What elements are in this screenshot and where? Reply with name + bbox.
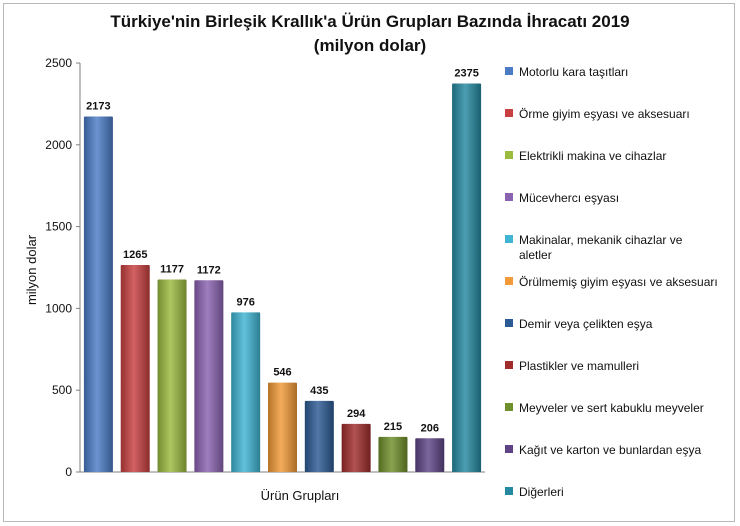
bar-value-label: 2173 [86,100,110,112]
bar [341,423,371,472]
legend-swatch [505,319,513,327]
y-tick-label: 1500 [45,220,72,234]
bar-value-label: 215 [384,421,402,433]
bar-value-label: 976 [237,296,255,308]
legend-label: Kağıt ve karton ve bunlardan eşya [519,443,701,457]
data-labels: 2173 1265 1177 1172 976 546 435 294 215 206 2375 [86,67,479,434]
bar-value-label: 1172 [197,264,221,276]
bar [268,382,297,472]
y-tick-label: 1000 [45,301,72,315]
legend-label: Plastikler ve mamulleri [519,359,639,373]
legend-label: Örülmemiş giyim eşyası ve aksesuarı [519,275,718,289]
legend-label: Demir veya çelikten eşya [519,317,653,331]
bar [304,400,334,472]
legend-swatch [505,361,513,369]
legend-label: aletler [519,248,552,262]
bar-value-label: 546 [273,367,291,379]
bar [378,436,408,472]
legend-label: Mücevhercı eşyası [519,191,619,205]
chart-title: Türkiye'nin Birleşik Krallık'a Ürün Grup… [0,10,740,58]
bar [452,83,482,472]
chart-subtitle: (milyon dolar) [313,36,427,55]
legend-swatch [505,235,513,243]
bar-value-label: 1177 [160,263,184,275]
legend-label: Örme giyim eşyası ve aksesuarı [519,107,690,121]
y-tick-label: 0 [65,465,72,479]
bar-value-label: 435 [310,385,328,397]
legend-label: Meyveler ve sert kabuklu meyveler [519,401,704,415]
y-tick-label: 2500 [45,56,72,70]
legend-label: Makinalar, mekanik cihazlar ve [519,233,683,247]
legend-swatch [505,193,513,201]
bar-value-label: 294 [347,408,366,420]
x-axis-label: Ürün Grupları [261,488,340,503]
bar [120,265,150,472]
bar [83,116,113,473]
legend-swatch [505,487,513,495]
bar [194,280,224,472]
y-tick-label: 500 [52,383,72,397]
legend-swatch [505,403,513,411]
bar-value-label: 1265 [123,249,147,261]
legend-label: Diğerleri [519,485,564,499]
legend: Motorlu kara taşıtları Örme giyim eşyası … [505,65,718,499]
bars [83,83,482,473]
bar [415,438,445,472]
legend-swatch [505,109,513,117]
legend-swatch [505,277,513,285]
axes: 0 500 1000 1500 2000 2500 [45,56,485,479]
y-tick-label: 2000 [45,138,72,152]
y-axis-label: milyon dolar [24,234,39,305]
bar-value-label: 2375 [454,67,478,79]
bar [157,279,187,472]
legend-label: Elektrikli makina ve cihazlar [519,149,666,163]
bar-value-label: 206 [421,422,439,434]
legend-swatch [505,151,513,159]
chart-title-text: Türkiye'nin Birleşik Krallık'a Ürün Grup… [110,12,630,31]
bar [231,312,261,472]
legend-swatch [505,67,513,75]
legend-label: Motorlu kara taşıtları [519,65,628,79]
legend-swatch [505,445,513,453]
